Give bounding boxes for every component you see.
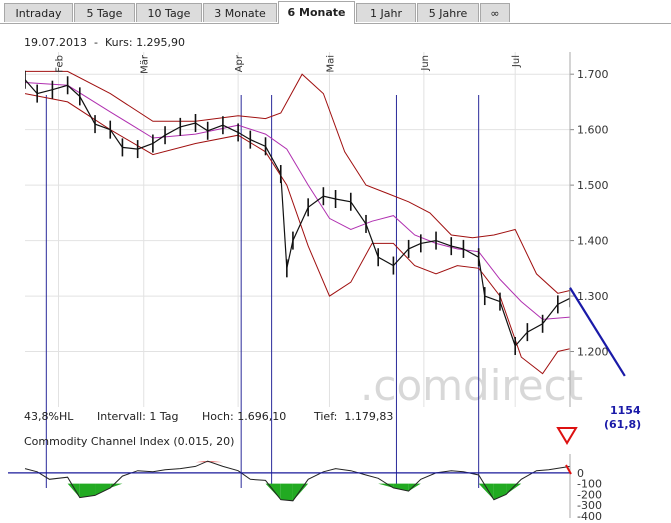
cci-tick-label: -100 — [577, 478, 602, 491]
high-label: Hoch: — [202, 410, 234, 423]
price-close-line — [25, 79, 570, 348]
interval-value: 1 Tag — [149, 410, 179, 423]
y-tick-label: 1.300 — [577, 290, 609, 303]
stat-interval: Intervall: 1 Tag — [97, 410, 179, 423]
cci-oversold-fill — [265, 483, 281, 500]
bollinger-upper-line — [25, 70, 570, 294]
stat-low: Tief: 1.179,83 — [314, 410, 393, 423]
cci-tick-label: -400 — [577, 510, 602, 523]
comdirect-watermark: .comdirect — [360, 361, 583, 410]
cci-oversold-fill — [493, 483, 507, 500]
month-label: Jun — [420, 55, 431, 72]
cci-oversold-fill — [393, 483, 409, 492]
interval-label: Intervall: — [97, 410, 146, 423]
price-value: 1.295,90 — [136, 36, 186, 49]
low-label: Tief: — [314, 410, 338, 423]
month-label: Feb — [54, 55, 65, 73]
stat-high: Hoch: 1.696,10 — [202, 410, 286, 423]
tab-6-monate[interactable]: 6 Monate — [278, 1, 355, 24]
cci-oversold-fill — [280, 483, 293, 501]
cci-tick-label: 0 — [577, 467, 584, 480]
low-value: 1.179,83 — [344, 410, 394, 423]
projection-label: 1154 — [610, 404, 641, 417]
cci-tick-label: -200 — [577, 488, 602, 501]
cci-overbought-fill — [195, 461, 208, 463]
cci-oversold-fill — [95, 483, 111, 496]
price-info: 19.07.2013 - Kurs: 1.295,90 — [24, 36, 186, 49]
tab-intraday[interactable]: Intraday — [4, 3, 73, 22]
cci-overbought-fill — [207, 461, 223, 463]
tab-5-jahre[interactable]: 5 Jahre — [417, 3, 479, 22]
cci-title: Commodity Channel Index (0.015, 20) — [24, 435, 235, 448]
cci-line — [24, 460, 571, 502]
price-date: 19.07.2013 — [24, 36, 87, 49]
cci-oversold-fill — [408, 483, 421, 492]
cci-oversold-fill — [67, 483, 80, 498]
y-tick-label: 1.200 — [577, 346, 609, 359]
cci-oversold-fill — [292, 483, 309, 501]
tab-1-jahr[interactable]: 1 Jahr — [356, 3, 416, 22]
month-label: Mär — [140, 54, 151, 74]
signal-tick-icon — [565, 464, 572, 475]
cci-tick-label: -300 — [577, 499, 602, 512]
high-value: 1.696,10 — [237, 410, 287, 423]
cci-oversold-fill — [378, 483, 394, 488]
y-tick-label: 1.600 — [577, 124, 609, 137]
cci-oversold-fill — [478, 483, 494, 500]
month-label: Jul — [511, 55, 522, 68]
y-tick-label: 1.500 — [577, 179, 609, 192]
stat-hl: 43,8%HL — [24, 410, 74, 423]
y-tick-label: 1.400 — [577, 235, 609, 248]
projection-line — [569, 287, 626, 377]
y-tick-label: 1.700 — [577, 68, 609, 81]
cci-oversold-fill — [506, 483, 522, 495]
month-label: Mai — [325, 55, 336, 73]
sell-signal-icon — [556, 427, 578, 445]
price-label: Kurs: — [104, 36, 133, 49]
cci-oversold-fill — [79, 483, 96, 498]
tab-max[interactable]: ∞ — [480, 3, 510, 22]
range-tabs: Intraday 5 Tage 10 Tage 3 Monate 6 Monat… — [0, 0, 671, 24]
month-label: Apr — [234, 54, 245, 72]
tab-3-monate[interactable]: 3 Monate — [203, 3, 277, 22]
moving-average-line — [25, 82, 570, 320]
tab-5-tage[interactable]: 5 Tage — [74, 3, 135, 22]
tab-10-tage[interactable]: 10 Tage — [136, 3, 202, 22]
projection-sublabel: (61,8) — [604, 418, 641, 431]
bollinger-lower-line — [25, 93, 570, 375]
